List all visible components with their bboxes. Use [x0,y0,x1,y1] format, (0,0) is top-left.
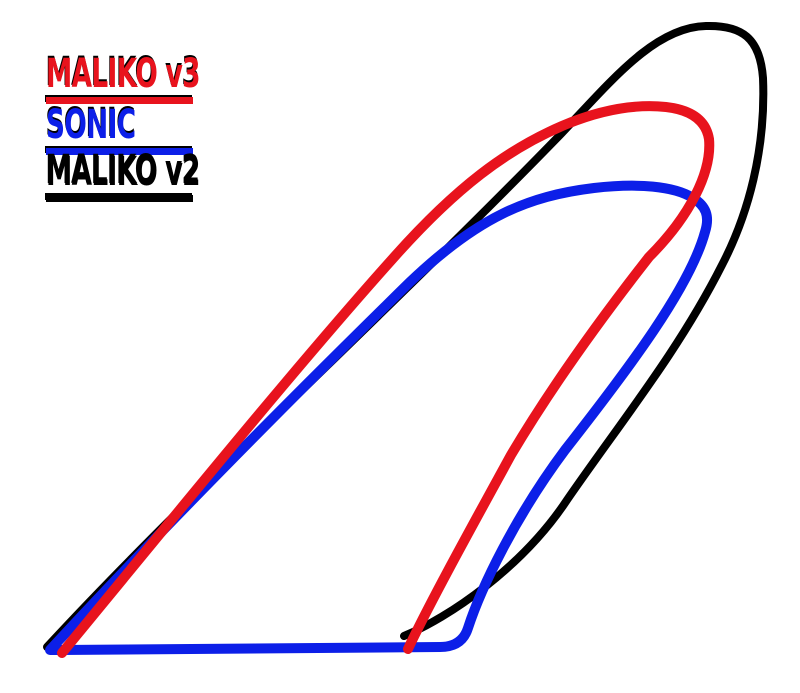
legend-item-sonic: SONIC [46,102,193,155]
legend-label-maliko-v2: MALIKO v2 [46,149,201,195]
sonic-fin-outline [45,180,713,655]
legend-item-maliko-v2: MALIKO v2 [46,149,279,202]
legend-item-maliko-v3: MALIKO v3 [46,51,279,104]
legend-underline-maliko-v3 [46,97,193,104]
legend-label-sonic: SONIC [46,102,136,148]
legend-underline-maliko-v2 [46,195,193,202]
maliko-v3-fin-outline [57,101,715,658]
legend-underline-sonic [46,148,193,155]
legend-label-maliko-v3: MALIKO v3 [46,51,201,97]
